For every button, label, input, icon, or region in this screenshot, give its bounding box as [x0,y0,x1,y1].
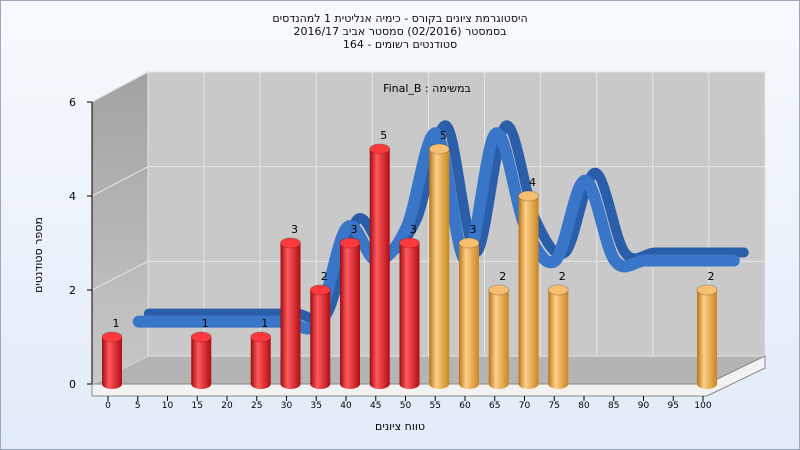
data-label: 3 [410,223,417,236]
x-tick-label: 35 [311,401,322,411]
bar-base [191,379,212,389]
bar-top [309,284,331,296]
bar-top [547,284,569,296]
bars-layer [101,143,718,389]
x-tick-label: 45 [370,401,381,411]
y-tick-label: 2 [69,284,76,297]
data-label: 2 [499,270,506,283]
x-tick-label: 5 [135,401,141,411]
x-tick-label: 55 [430,401,441,411]
bar [488,290,509,384]
bar [102,337,122,384]
bar-top [250,331,272,343]
data-label: 3 [351,223,358,236]
bar-base [459,379,479,389]
chart-title-line-3: סטודנטים רשומים - 164 [342,38,458,51]
data-label: 2 [559,270,566,283]
chart-title-line-2: בסמסטר (02/2016) סמסטר אביב 2016/17 [293,25,507,38]
x-tick-label: 65 [489,401,500,411]
x-tick-label: 85 [608,401,619,411]
data-label: 4 [529,176,536,189]
bar-base [102,379,122,389]
data-label: 1 [113,317,120,330]
bar [191,337,212,384]
data-label: 5 [380,129,387,142]
bar [310,290,331,384]
x-tick-label: 0 [105,401,111,411]
x-tick-label: 80 [578,401,590,411]
bar-top [696,284,718,296]
task-label: במשימה : Final_B [383,82,471,95]
x-tick-label: 60 [459,401,471,411]
bar [548,290,569,384]
bar [697,290,717,384]
bar-top [518,190,539,202]
y-tick-label: 0 [69,378,76,391]
x-axis-label: טווח ציונים [375,420,425,433]
x-tick-label: 75 [549,401,560,411]
bar-base [340,379,360,389]
bar-top [339,237,361,249]
y-tick-label: 4 [69,190,76,203]
bar-base [548,379,569,389]
bar [369,149,390,384]
data-label: 1 [261,317,268,330]
bar-base [280,379,301,389]
bar [250,337,271,384]
grid-h-left [91,260,149,291]
bar-top [399,237,420,249]
bar-top [190,331,212,343]
bar-base [369,379,390,389]
y-tick-label: 6 [69,96,76,109]
labels-layer: 1 1 1 3 2 3 5 3 5 3 2 4 2 2 [113,129,715,330]
data-label: 3 [291,223,298,236]
x-tick-label: 95 [668,401,679,411]
bar-base [310,379,331,389]
x-tick-label: 70 [519,401,531,411]
x-tick-label: 25 [251,401,262,411]
bar-base [518,379,539,389]
x-tick-label: 15 [192,401,203,411]
x-tick-label: 90 [638,401,650,411]
data-label: 3 [470,223,477,236]
bar-base [488,379,509,389]
x-tick-label: 20 [221,401,233,411]
x-tick-label: 50 [400,401,412,411]
bar-base [697,379,717,389]
bar-top [428,143,450,155]
bar [518,196,539,384]
bar-top [458,237,480,249]
grid-h-left [91,166,149,197]
data-label: 2 [708,270,715,283]
y-axis-label: מספר סטודנטים [32,217,45,293]
bar-top [369,143,391,155]
x-tick-label: 100 [694,401,711,411]
data-label: 2 [321,270,328,283]
grid-h-left [91,71,149,103]
bar [399,243,420,384]
bar [429,149,450,384]
bar-base [399,379,420,389]
bar [340,243,360,384]
x-tick-label: 40 [340,401,352,411]
x-tick-label: 30 [281,401,293,411]
bar-top [101,331,123,343]
bar-base [429,379,450,389]
bar-base [250,379,271,389]
chart-title-line-1: היסטוגרמת ציונים בקורס - כימיה אנליטית 1… [272,12,528,25]
data-label: 1 [202,317,209,330]
bar-top [488,284,510,296]
bar-top [280,237,301,249]
bar [459,243,479,384]
bar [280,243,301,384]
x-tick-label: 10 [162,401,174,411]
data-label: 5 [440,129,447,142]
